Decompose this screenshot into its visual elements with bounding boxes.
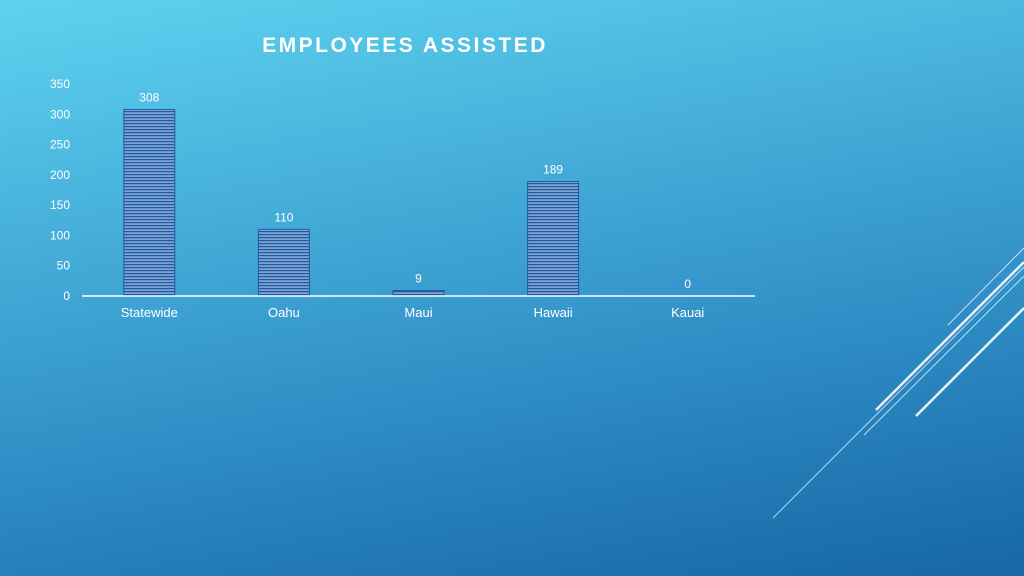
y-tick-label: 0 [63, 289, 70, 303]
y-tick-label: 150 [50, 198, 70, 212]
category-label: Hawaii [534, 305, 573, 320]
data-label: 0 [684, 277, 691, 291]
decor-line [875, 261, 1024, 411]
y-tick-label: 200 [50, 168, 70, 182]
data-labels-group: 308 110 9 189 0 [139, 90, 691, 291]
category-label: Kauai [671, 305, 704, 320]
slide-title: EMPLOYEES ASSISTED [262, 34, 548, 57]
decor-line [947, 247, 1024, 326]
data-label: 110 [274, 210, 293, 224]
category-label: Statewide [121, 305, 178, 320]
y-tick-label: 300 [50, 107, 70, 121]
bar-hawaii [527, 181, 580, 297]
y-axis-tick-labels: 0 50 100 150 200 250 300 350 [50, 77, 70, 303]
decor-line [915, 307, 1024, 417]
bar-oahu [257, 228, 310, 297]
bar-statewide [123, 108, 176, 297]
y-tick-label: 350 [50, 77, 70, 91]
y-tick-label: 100 [50, 228, 70, 242]
data-label: 308 [139, 90, 159, 104]
decor-line [863, 275, 1024, 436]
decor-line [772, 266, 1024, 519]
y-tick-label: 250 [50, 138, 70, 152]
data-label: 189 [543, 163, 563, 177]
data-label: 9 [415, 272, 422, 286]
category-labels-group: Statewide Oahu Maui Hawaii Kauai [121, 305, 705, 320]
y-tick-label: 50 [57, 259, 71, 273]
category-label: Oahu [268, 305, 300, 320]
category-label: Maui [404, 305, 432, 320]
bars-group [123, 108, 580, 297]
